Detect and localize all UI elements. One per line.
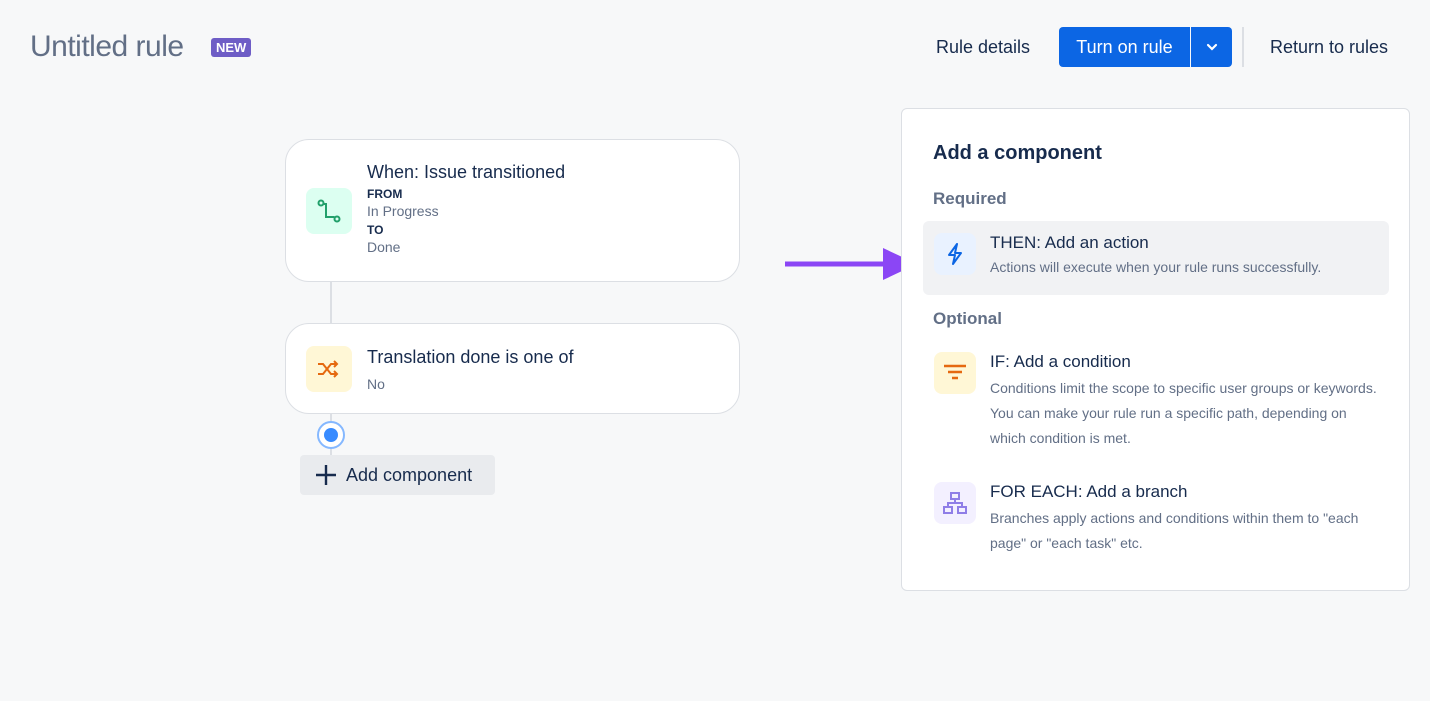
option-description: Actions will execute when your rule runs… — [990, 259, 1322, 275]
insertion-point[interactable] — [317, 421, 345, 449]
condition-title: Translation done is one of — [367, 347, 574, 367]
turn-on-dropdown-button[interactable] — [1191, 27, 1232, 67]
plus-icon — [316, 465, 336, 485]
add-action-option[interactable]: THEN: Add an action Actions will execute… — [923, 221, 1389, 295]
return-to-rules-link[interactable]: Return to rules — [1270, 37, 1389, 57]
add-component-panel: Add a component Required THEN: Add an ac… — [901, 108, 1410, 591]
add-component-button[interactable]: Add component — [300, 455, 495, 495]
option-description: Conditions limit the scope to specific u… — [990, 380, 1377, 446]
option-title: IF: Add a condition — [990, 352, 1131, 371]
trigger-card[interactable]: When: Issue transitioned FROM In Progres… — [285, 139, 740, 282]
filter-icon — [934, 352, 976, 394]
connector-line — [330, 281, 332, 324]
transition-icon — [306, 188, 352, 234]
turn-on-rule-button[interactable]: Turn on rule — [1059, 27, 1190, 67]
new-badge: NEW — [211, 38, 252, 57]
from-value: In Progress — [367, 203, 439, 219]
condition-card[interactable]: Translation done is one of No — [285, 323, 740, 414]
required-heading: Required — [933, 189, 1007, 208]
optional-heading: Optional — [933, 309, 1002, 328]
rule-details-link[interactable]: Rule details — [936, 37, 1031, 57]
option-title: THEN: Add an action — [990, 233, 1149, 252]
option-title: FOR EACH: Add a branch — [990, 482, 1188, 501]
chevron-down-icon — [1206, 43, 1217, 51]
page-title: Untitled rule — [30, 30, 184, 63]
add-branch-option[interactable]: FOR EACH: Add a branch Branches apply ac… — [923, 470, 1389, 568]
branch-icon — [934, 482, 976, 524]
condition-value: No — [367, 376, 385, 392]
shuffle-icon — [306, 346, 352, 392]
option-description: Branches apply actions and conditions wi… — [990, 510, 1359, 551]
add-condition-option[interactable]: IF: Add a condition Conditions limit the… — [923, 340, 1389, 463]
to-label: TO — [367, 223, 384, 237]
panel-title: Add a component — [933, 142, 1102, 164]
trigger-title: When: Issue transitioned — [367, 162, 566, 182]
add-component-label: Add component — [346, 464, 473, 485]
to-value: Done — [367, 239, 401, 255]
from-label: FROM — [367, 187, 403, 201]
lightning-icon — [934, 233, 976, 275]
divider — [1242, 27, 1244, 67]
arrow-annotation-icon — [785, 248, 917, 280]
